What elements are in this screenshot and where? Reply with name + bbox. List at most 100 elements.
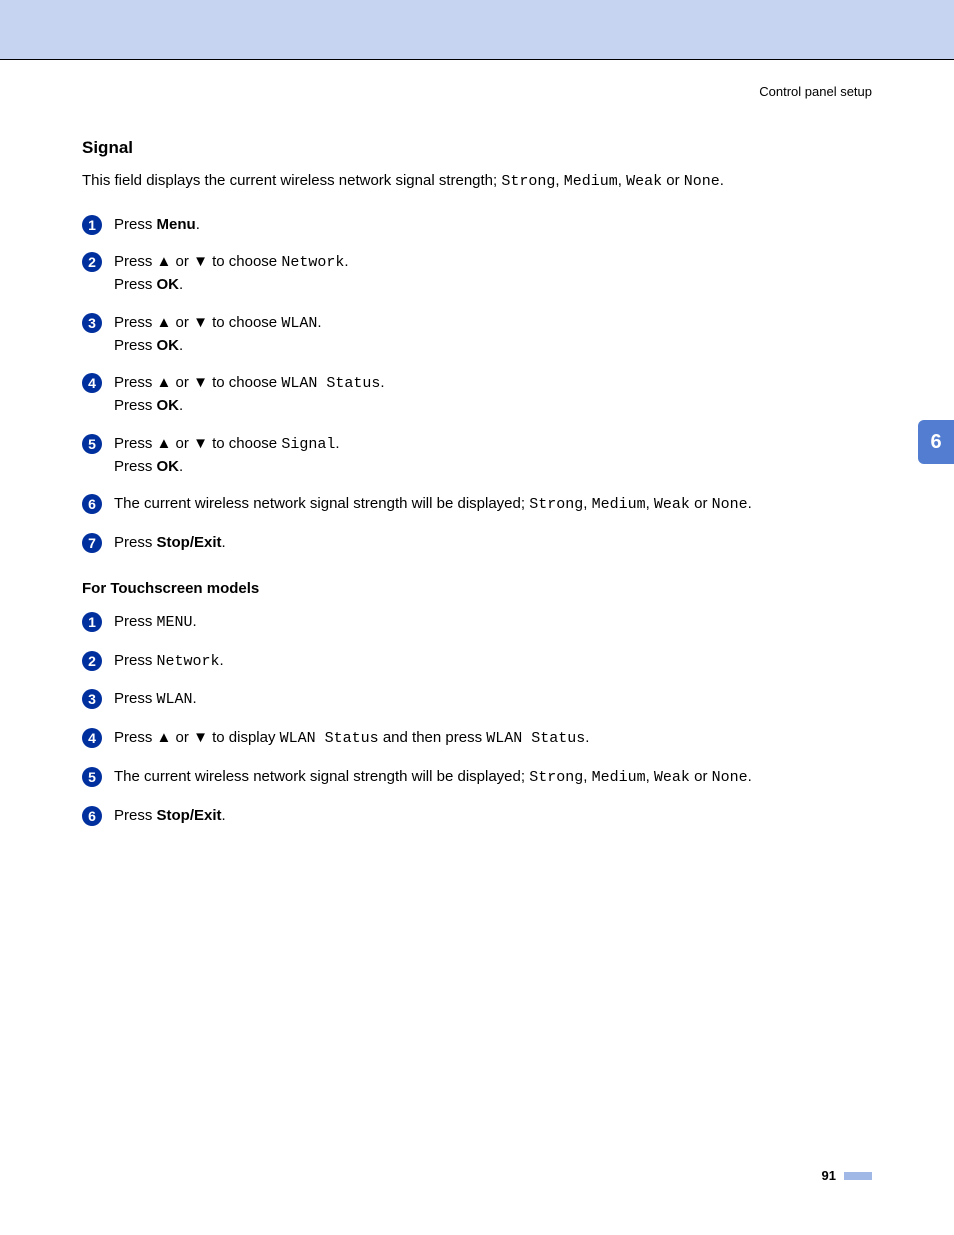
step-bullet-icon: 3	[82, 313, 102, 333]
step-bold: Menu	[157, 216, 196, 233]
step-text: .	[748, 768, 752, 785]
step-text: to display	[208, 729, 280, 746]
intro-mono: None	[684, 173, 720, 190]
up-arrow-icon: ▲	[157, 312, 172, 334]
step-mono: MENU	[157, 614, 193, 631]
step-body: Press ▲ or ▼ to display WLAN Status and …	[114, 727, 872, 750]
up-arrow-icon: ▲	[157, 727, 172, 749]
step-mono: Strong	[529, 496, 583, 513]
step-text: Press	[114, 337, 157, 354]
step-text: .	[179, 337, 183, 354]
step-bullet-icon: 5	[82, 767, 102, 787]
step-bold: Stop/Exit	[157, 534, 222, 551]
step-text: ,	[583, 768, 591, 785]
step-mono: WLAN Status	[281, 375, 380, 392]
step-number: 5	[88, 769, 96, 785]
step-mono: Medium	[592, 496, 646, 513]
step-item: 2 Press Network.	[82, 650, 872, 673]
down-arrow-icon: ▼	[193, 312, 208, 334]
step-number: 4	[88, 375, 96, 391]
step-text: ,	[583, 495, 591, 512]
step-number: 4	[88, 730, 96, 746]
step-body: Press ▲ or ▼ to choose WLAN Status. Pres…	[114, 372, 872, 417]
intro-mono: Weak	[626, 173, 662, 190]
step-body: Press WLAN.	[114, 688, 872, 711]
step-text: or	[171, 374, 193, 391]
step-number: 6	[88, 808, 96, 824]
step-text: ,	[646, 495, 654, 512]
step-text: .	[317, 314, 321, 331]
step-item: 6 Press Stop/Exit.	[82, 805, 872, 827]
step-text: or	[171, 435, 193, 452]
touchscreen-heading: For Touchscreen models	[82, 580, 872, 597]
section-title: Signal	[82, 138, 872, 158]
step-number: 3	[88, 691, 96, 707]
page-number: 91	[822, 1168, 836, 1183]
step-text: Press	[114, 534, 157, 551]
intro-text: This field displays the current wireless…	[82, 172, 501, 189]
step-text: .	[380, 374, 384, 391]
intro-text: .	[720, 172, 724, 189]
step-text: or	[171, 253, 193, 270]
step-body: Press MENU.	[114, 611, 872, 634]
step-number: 6	[88, 496, 96, 512]
step-bullet-icon: 2	[82, 252, 102, 272]
step-text: Press	[114, 807, 157, 824]
step-item: 7 Press Stop/Exit.	[82, 532, 872, 554]
step-text: .	[220, 652, 224, 669]
step-item: 3 Press ▲ or ▼ to choose WLAN. Press OK.	[82, 312, 872, 357]
step-text: or	[690, 495, 712, 512]
step-item: 1 Press Menu.	[82, 214, 872, 236]
chapter-tab: 6	[918, 420, 954, 464]
down-arrow-icon: ▼	[193, 727, 208, 749]
step-text: to choose	[208, 314, 281, 331]
step-text: .	[196, 216, 200, 233]
page-footer: 91	[822, 1168, 872, 1183]
step-text: .	[179, 458, 183, 475]
step-mono: WLAN Status	[280, 730, 379, 747]
step-text: .	[222, 534, 226, 551]
step-text: Press	[114, 613, 157, 630]
step-body: The current wireless network signal stre…	[114, 766, 872, 789]
step-text: Press	[114, 690, 157, 707]
intro-paragraph: This field displays the current wireless…	[82, 170, 872, 194]
step-mono: WLAN	[281, 315, 317, 332]
content-area: Signal This field displays the current w…	[82, 138, 872, 842]
step-bold: OK	[157, 397, 180, 414]
step-bold: OK	[157, 276, 180, 293]
step-number: 2	[88, 254, 96, 270]
step-bullet-icon: 1	[82, 612, 102, 632]
step-text: Press	[114, 435, 157, 452]
down-arrow-icon: ▼	[193, 251, 208, 273]
step-bullet-icon: 1	[82, 215, 102, 235]
step-text: Press	[114, 276, 157, 293]
step-bullet-icon: 5	[82, 434, 102, 454]
header-section-title: Control panel setup	[759, 84, 872, 99]
step-bullet-icon: 2	[82, 651, 102, 671]
page: Control panel setup 6 Signal This field …	[0, 0, 954, 1235]
step-text: or	[171, 729, 193, 746]
up-arrow-icon: ▲	[157, 372, 172, 394]
step-number: 7	[88, 535, 96, 551]
down-arrow-icon: ▼	[193, 372, 208, 394]
step-text: .	[344, 253, 348, 270]
step-bold: OK	[157, 458, 180, 475]
step-text: .	[585, 729, 589, 746]
step-mono: Network	[157, 653, 220, 670]
intro-text: or	[662, 172, 684, 189]
step-body: Press ▲ or ▼ to choose Network. Press OK…	[114, 251, 872, 296]
step-bullet-icon: 6	[82, 494, 102, 514]
step-item: 5 Press ▲ or ▼ to choose Signal. Press O…	[82, 433, 872, 478]
step-body: Press Stop/Exit.	[114, 532, 872, 554]
step-bullet-icon: 4	[82, 728, 102, 748]
step-text: to choose	[208, 435, 281, 452]
step-text: .	[179, 397, 183, 414]
step-mono: None	[712, 496, 748, 513]
step-text: to choose	[208, 374, 281, 391]
step-mono: Signal	[281, 436, 335, 453]
step-bullet-icon: 6	[82, 806, 102, 826]
step-bullet-icon: 4	[82, 373, 102, 393]
up-arrow-icon: ▲	[157, 251, 172, 273]
step-body: Press Stop/Exit.	[114, 805, 872, 827]
step-mono: Medium	[592, 769, 646, 786]
